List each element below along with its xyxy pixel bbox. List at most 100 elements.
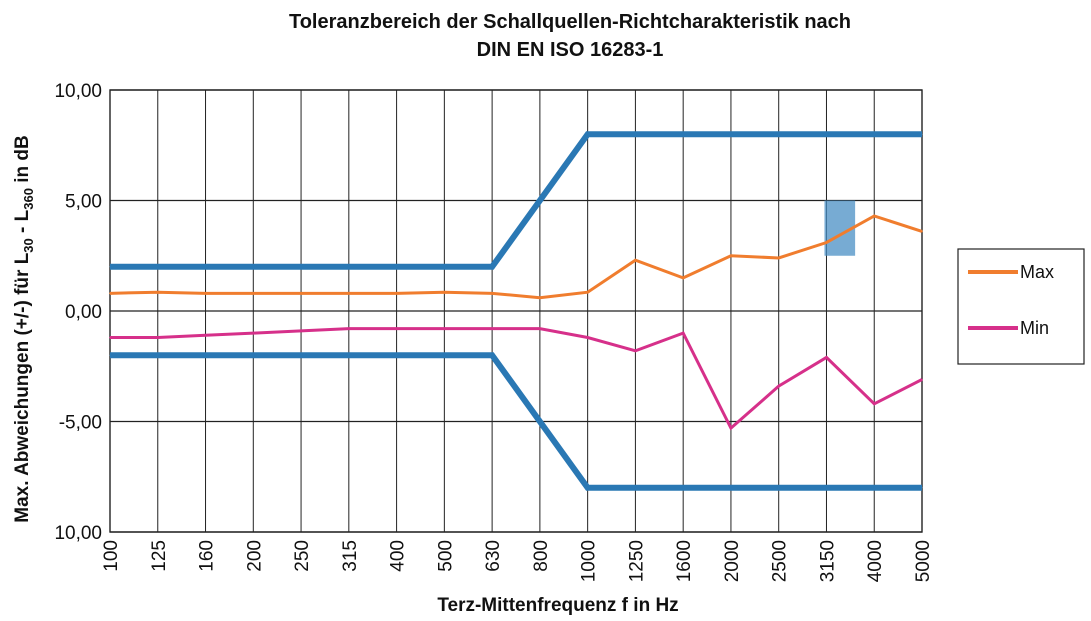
y-axis-label-sub1: 30 [21, 238, 36, 252]
x-tick-label-100: 100 [101, 540, 122, 572]
series-layer [109, 131, 923, 491]
data-point-tolerance-lower-2500 [778, 487, 780, 489]
x-tick-label-2000: 2000 [722, 540, 743, 582]
data-point-tolerance-lower-5000 [921, 487, 923, 489]
legend-box [957, 248, 1085, 365]
legend-label-max: Max [1020, 262, 1054, 282]
data-point-max-250 [300, 292, 302, 295]
data-point-tolerance-lower-1600 [682, 487, 684, 489]
data-point-min-1000 [586, 336, 589, 339]
data-point-tolerance-lower-800 [539, 421, 541, 422]
data-point-max-2500 [777, 257, 780, 259]
x-tick-label-1000: 1000 [579, 540, 600, 582]
data-point-min-250 [300, 330, 302, 332]
data-point-min-200 [252, 332, 255, 334]
data-point-tolerance-upper-200 [252, 266, 254, 268]
data-point-tolerance-upper-125 [157, 266, 159, 268]
y-axis-ticks: 10,00 5,00 0,00 -5,00 10,00 [54, 81, 102, 544]
data-point-tolerance-lower-3150 [825, 487, 827, 489]
data-point-tolerance-upper-1250 [634, 133, 636, 135]
data-point-min-3150 [825, 356, 828, 359]
data-point-max-400 [395, 292, 398, 295]
data-point-min-500 [443, 327, 446, 330]
data-point-max-500 [443, 291, 446, 294]
data-point-tolerance-upper-1000 [587, 133, 589, 135]
series-line-max [109, 214, 923, 300]
data-point-max-125 [156, 291, 159, 294]
data-point-tolerance-upper-3150 [825, 133, 827, 135]
x-tick-label-1600: 1600 [674, 540, 695, 582]
data-point-tolerance-upper-250 [300, 266, 302, 268]
data-point-tolerance-upper-315 [348, 266, 350, 268]
data-point-tolerance-lower-630 [491, 354, 493, 356]
series-line-tolerance-upper [110, 131, 922, 270]
data-point-min-100 [109, 336, 111, 339]
data-point-max-630 [491, 292, 493, 295]
x-tick-label-2500: 2500 [770, 540, 791, 582]
data-point-max-1600 [682, 277, 684, 279]
data-point-tolerance-upper-630 [491, 266, 493, 268]
data-point-max-1000 [586, 291, 589, 294]
x-tick-label-250: 250 [292, 540, 313, 572]
chart-title: Toleranzbereich der Schallquellen-Richtc… [289, 11, 851, 33]
data-point-tolerance-lower-160 [205, 354, 207, 356]
x-tick-label-630: 630 [483, 540, 504, 572]
x-axis-label: Terz-Mittenfrequenz f in Hz [437, 595, 678, 616]
y-tick-label-1: 5,00 [65, 192, 102, 213]
x-tick-label-500: 500 [435, 540, 456, 572]
data-point-min-2500 [777, 385, 780, 387]
x-tick-label-400: 400 [388, 540, 409, 572]
data-point-tolerance-lower-4000 [873, 487, 875, 489]
data-point-min-4000 [873, 403, 876, 405]
y-axis-label-suffix: in dB [12, 135, 33, 188]
data-point-min-1600 [682, 332, 684, 334]
data-point-min-630 [491, 327, 493, 330]
chart-subtitle: DIN EN ISO 16283-1 [477, 39, 664, 61]
data-point-max-100 [109, 292, 111, 295]
data-point-max-3150 [825, 241, 828, 244]
series-line-min [110, 327, 923, 431]
x-tick-label-800: 800 [531, 540, 552, 572]
y-axis-label-mid: - L [12, 209, 33, 238]
data-point-tolerance-upper-800 [539, 200, 541, 201]
data-point-tolerance-upper-500 [443, 266, 445, 268]
plot-frame [109, 89, 923, 533]
series-line-tolerance-lower [110, 352, 922, 491]
data-point-tolerance-lower-2000 [730, 487, 732, 489]
x-tick-label-5000: 5000 [913, 540, 934, 582]
x-tick-label-160: 160 [197, 540, 218, 572]
data-point-max-160 [204, 292, 207, 295]
data-point-tolerance-lower-500 [443, 354, 445, 356]
x-tick-label-200: 200 [244, 540, 265, 572]
data-point-max-2000 [730, 254, 732, 257]
data-point-tolerance-upper-1600 [682, 133, 684, 135]
x-tick-label-315: 315 [340, 540, 361, 572]
data-point-tolerance-lower-315 [348, 354, 350, 356]
data-point-max-200 [252, 292, 255, 295]
y-tick-label-3: -5,00 [59, 413, 102, 434]
data-point-min-800 [539, 327, 541, 330]
data-point-tolerance-lower-400 [396, 354, 398, 356]
data-point-tolerance-upper-4000 [873, 133, 875, 135]
x-tick-label-4000: 4000 [865, 540, 886, 582]
y-tick-label-2: 0,00 [65, 302, 102, 323]
y-tick-label-4: 10,00 [54, 523, 102, 544]
data-point-min-5000 [921, 378, 923, 381]
legend: Max Min [957, 248, 1085, 365]
x-axis-ticks: 100 125 160 200 250 315 400 500 630 800 1000 1250 16… [101, 540, 934, 582]
legend-label-min: Min [1020, 318, 1049, 338]
data-point-tolerance-lower-100 [109, 354, 111, 356]
data-point-max-4000 [873, 215, 876, 217]
y-tick-label-0: 10,00 [54, 81, 102, 102]
data-point-min-1250 [634, 349, 637, 352]
data-point-max-800 [539, 296, 541, 299]
data-point-tolerance-upper-2500 [778, 133, 780, 135]
data-point-max-1250 [634, 259, 637, 261]
data-point-max-5000 [921, 230, 923, 233]
grid [109, 89, 923, 533]
data-point-tolerance-lower-1000 [587, 487, 589, 489]
data-point-tolerance-lower-200 [252, 354, 254, 356]
data-point-max-315 [348, 292, 350, 295]
data-point-tolerance-upper-100 [109, 266, 111, 268]
